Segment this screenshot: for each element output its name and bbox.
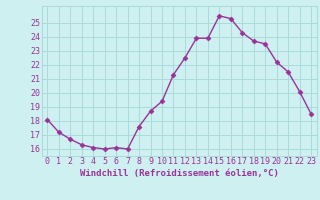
X-axis label: Windchill (Refroidissement éolien,°C): Windchill (Refroidissement éolien,°C)	[80, 169, 279, 178]
